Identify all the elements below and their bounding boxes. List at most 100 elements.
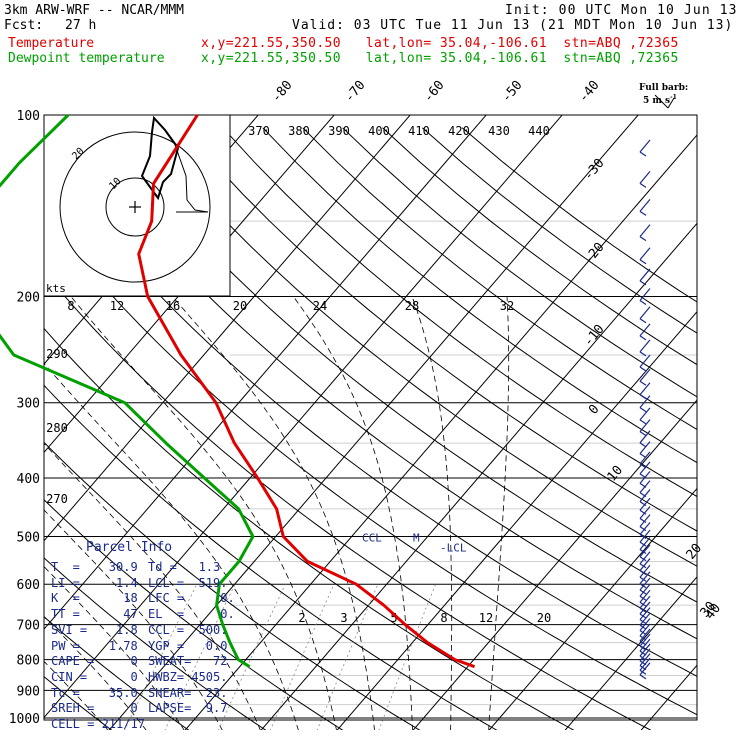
wind-barb — [639, 210, 647, 216]
mixing-ratio-label: 12 — [479, 611, 493, 625]
mixing-ratio-line — [270, 584, 335, 730]
mixing-ratio-label: 28 — [405, 299, 419, 313]
dry-adiabat — [44, 441, 421, 730]
wind-barb — [639, 558, 651, 571]
isotherm-label: -40 — [576, 78, 603, 106]
parcel-info-item: LCL = 519. — [148, 575, 228, 590]
wind-barb — [639, 471, 651, 484]
parcel-info-item: EL = 0. — [148, 607, 235, 622]
theta-label: 430 — [488, 124, 510, 138]
wind-barb — [639, 662, 651, 676]
wind-barb — [639, 368, 651, 382]
wind-barb — [639, 380, 647, 386]
temperature-profile — [137, 114, 476, 669]
isotherm — [412, 399, 697, 730]
wind-barb — [639, 288, 651, 301]
parcel-info-item: TT = 47 — [51, 607, 138, 622]
moist-adiabat — [411, 296, 453, 730]
parcel-info-item: LAPSE= 9.7 — [148, 701, 228, 716]
isotherm — [260, 222, 697, 730]
hodograph-ring — [105, 177, 165, 237]
wind-barb — [639, 419, 647, 425]
wind-barb — [639, 571, 651, 585]
wind-barb — [639, 564, 651, 578]
hodograph-units: kts — [46, 282, 66, 295]
dry-adiabat — [302, 127, 697, 431]
isotherm-label: 10 — [605, 463, 627, 485]
parcel-info-item: K = 18 — [51, 591, 138, 606]
isotherm-label: -70 — [342, 78, 369, 106]
theta-label: 410 — [408, 124, 430, 138]
dry-adiabat — [62, 127, 697, 640]
wind-barb — [639, 461, 651, 475]
wind-barb — [639, 643, 651, 657]
dry-adiabat — [342, 127, 697, 398]
wind-barb — [639, 633, 651, 647]
mixing-ratio-label: 24 — [313, 299, 327, 313]
dry-adiabat — [262, 127, 697, 464]
parcel-info-item: Td = 1.3 — [148, 560, 221, 574]
dry-adiabat — [222, 127, 697, 498]
isotherm — [640, 664, 697, 730]
moist-adiabat — [70, 296, 337, 730]
mixing-ratio-line — [164, 584, 236, 730]
wind-barb — [639, 544, 651, 558]
wind-barb — [639, 570, 647, 576]
wind-barb — [639, 441, 651, 454]
mixing-ratio-line — [218, 584, 286, 730]
parcel-info-item: SHEAR= 23. — [148, 685, 228, 700]
legend-barb — [654, 94, 669, 109]
mixing-ratio-label: 32 — [500, 299, 514, 313]
wind-barb — [639, 509, 647, 515]
mixing-ratio-label: 3 — [340, 611, 347, 625]
wind-barb — [639, 339, 651, 353]
wind-barb — [639, 139, 651, 153]
theta-label: 400 — [368, 124, 390, 138]
wind-barb — [639, 583, 651, 597]
wind-barb — [639, 268, 651, 282]
moist-adiabat — [44, 509, 223, 730]
pressure-tick-label: 100 — [17, 109, 40, 124]
theta-label: 390 — [328, 124, 350, 138]
dry-adiabat — [44, 557, 267, 730]
dry-adiabat — [44, 327, 575, 730]
dry-adiabat — [44, 384, 498, 730]
wind-barb — [639, 431, 647, 437]
dry-adiabat — [182, 127, 697, 532]
model-title: 3km ARW-WRF -- NCAR/MMM — [4, 3, 185, 18]
theta-label: 270 — [46, 492, 68, 506]
pressure-tick-label: 900 — [17, 684, 40, 699]
parcel-info-item: T = 30.9 — [51, 560, 138, 574]
parcel-info-item: CAPE = 0 — [51, 654, 138, 669]
isotherm-label: -10 — [581, 322, 608, 350]
hodograph-box — [43, 114, 231, 297]
init-time: Init: 00 UTC Mon 10 Jun 13 — [505, 3, 738, 18]
hodograph-trace — [140, 115, 180, 201]
parcel-info-item: CCL = 500. — [148, 622, 228, 637]
pressure-tick-label: 500 — [17, 530, 40, 545]
wind-barb — [639, 648, 651, 662]
wind-barb — [639, 170, 651, 184]
dry-adiabat — [44, 499, 344, 730]
wind-barb — [639, 247, 651, 261]
moist-adiabat — [44, 442, 261, 730]
wind-barb — [639, 451, 651, 465]
parcel-info-item: LI = 1.4 — [51, 575, 138, 590]
wind-barb — [639, 323, 651, 337]
wind-barb — [639, 497, 651, 511]
isotherm — [184, 134, 697, 730]
dry-adiabat — [44, 156, 697, 677]
wind-barb — [639, 382, 651, 396]
parcel-info-item: CELL = 211/17 — [51, 717, 145, 731]
pressure-tick-label: 300 — [17, 397, 40, 412]
wind-barb — [639, 563, 647, 569]
wind-barb — [639, 522, 651, 535]
wind-barb — [639, 601, 651, 615]
wind-barb — [639, 182, 647, 188]
pressure-tick-label: 800 — [17, 654, 40, 669]
theta-label: 380 — [288, 124, 310, 138]
mixing-ratio-label: 8 — [67, 299, 74, 313]
mixing-ratio-label: 16 — [166, 299, 180, 313]
isotherm — [488, 487, 697, 730]
